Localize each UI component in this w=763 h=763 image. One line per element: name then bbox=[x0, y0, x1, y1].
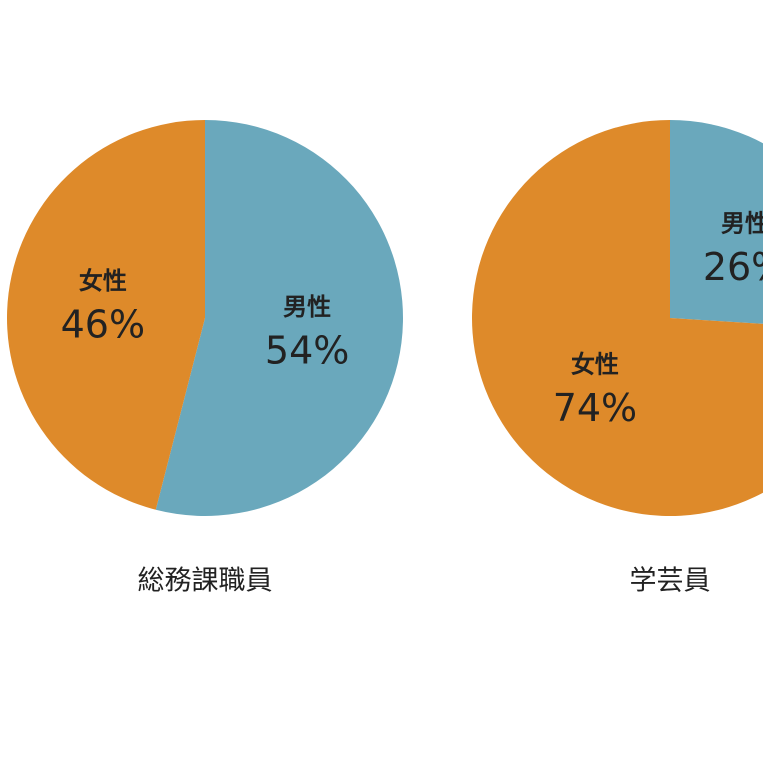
pie-slice bbox=[6, 120, 205, 510]
slice-value-label: 26% bbox=[703, 245, 763, 289]
pie-slice bbox=[155, 120, 403, 516]
slice-category: 男性 bbox=[721, 210, 763, 238]
slice-value-label: 54% bbox=[265, 328, 349, 372]
slice-value-label: 46% bbox=[61, 303, 145, 347]
slice-value-label: 74% bbox=[553, 386, 637, 430]
pie-slice bbox=[670, 120, 763, 324]
slice-category: 男性 bbox=[283, 293, 331, 321]
slice-category: 女性 bbox=[79, 267, 127, 295]
pie-slice bbox=[472, 120, 763, 516]
chart-title: 学芸員 bbox=[630, 566, 711, 597]
chart-title: 総務課職員 bbox=[138, 566, 273, 597]
slice-category: 女性 bbox=[571, 350, 619, 378]
